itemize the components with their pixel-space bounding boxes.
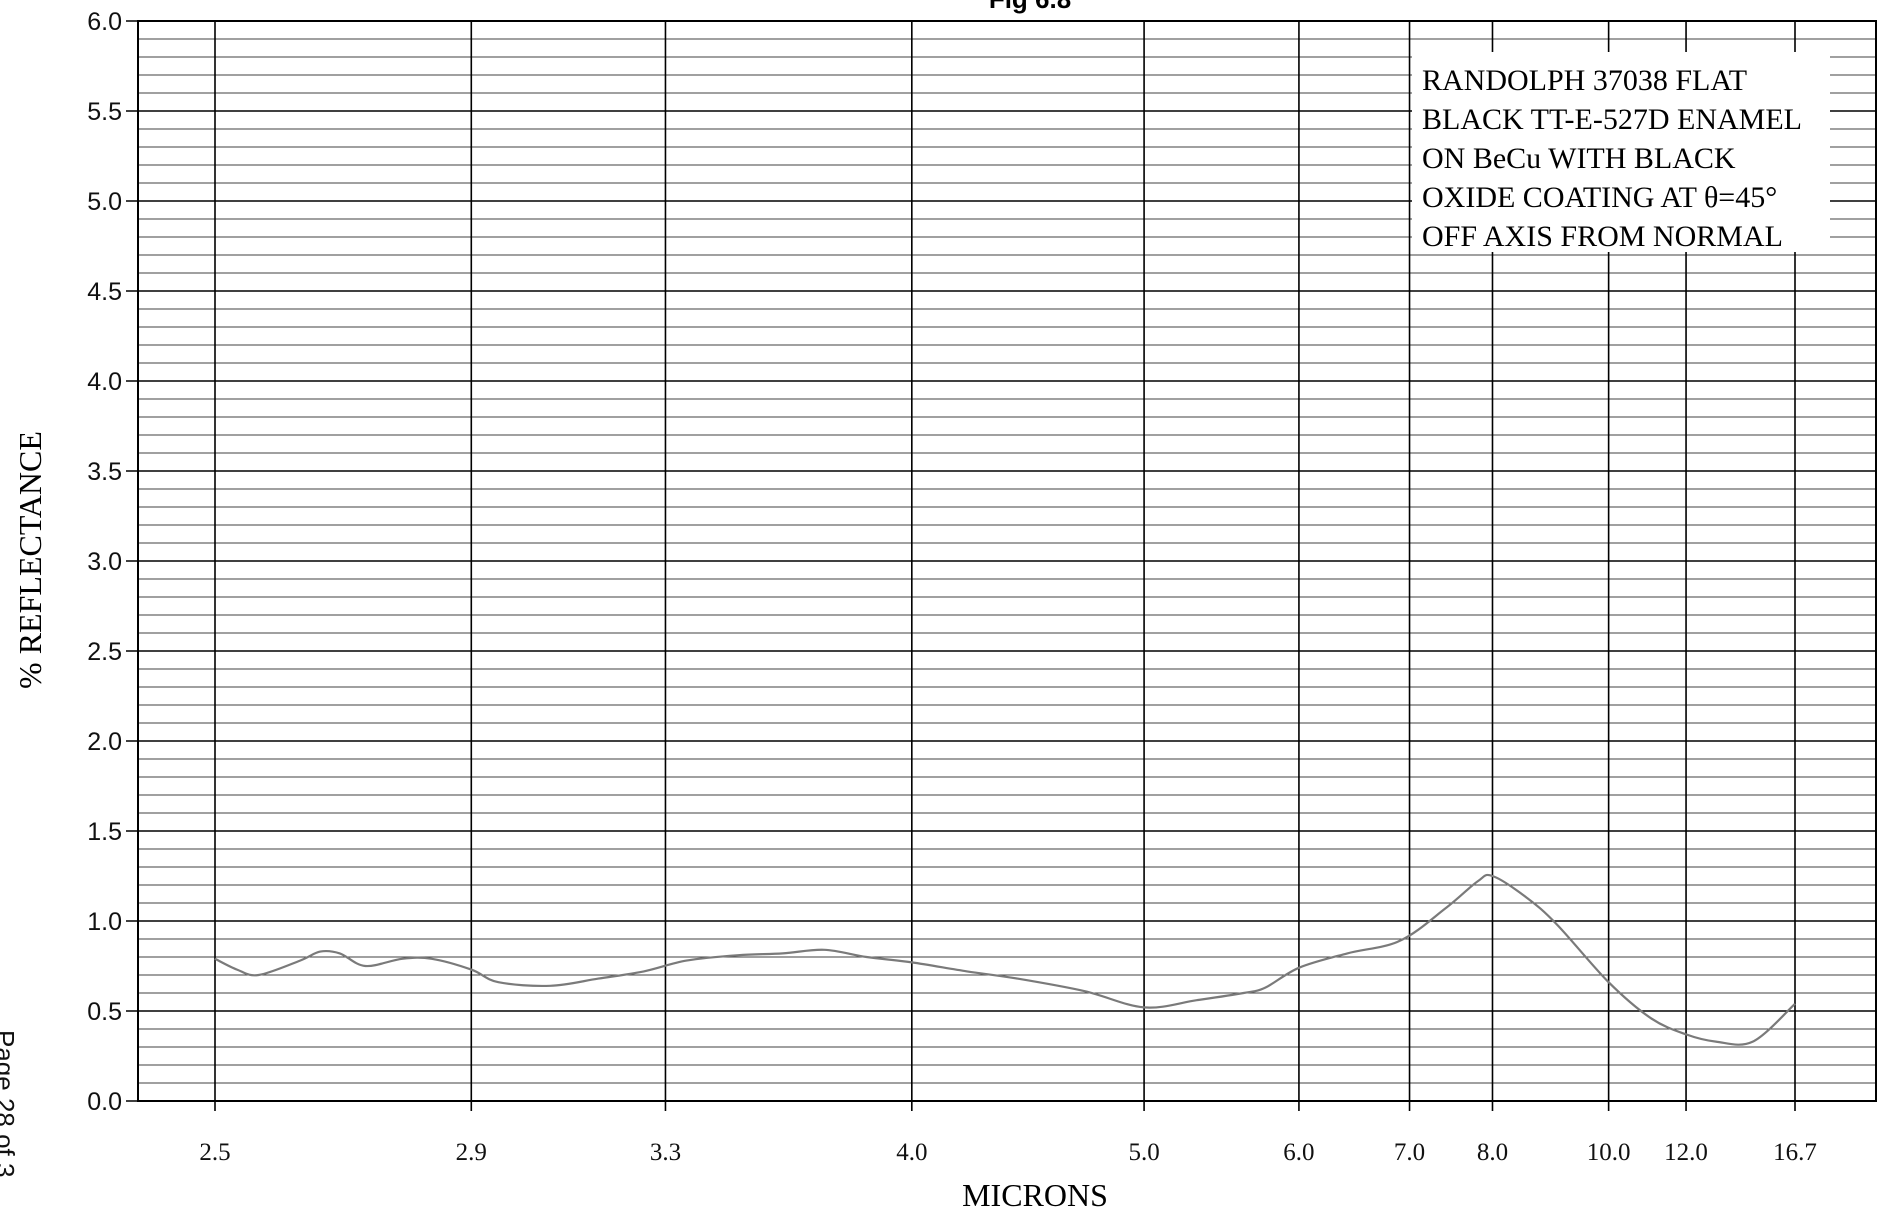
series-group <box>214 873 1796 1046</box>
y-tick-label: 2.5 <box>87 638 122 666</box>
x-tick-label: 2.9 <box>456 1139 487 1166</box>
x-tick-label: 10.0 <box>1587 1139 1631 1166</box>
y-tick-label: 0.5 <box>87 998 122 1026</box>
y-tick-label: 1.5 <box>87 818 122 846</box>
y-tick-label: 1.0 <box>87 908 122 936</box>
y-tick-label: 3.5 <box>87 458 122 486</box>
annotation-line: RANDOLPH 37038 FLAT <box>1422 64 1747 97</box>
plot-frame <box>137 20 1877 1102</box>
x-tick-label: 8.0 <box>1477 1139 1508 1166</box>
x-tick-label: 16.7 <box>1773 1139 1817 1166</box>
y-axis-title: % REFLECTANCE <box>12 431 48 689</box>
annotation-line: BLACK TT-E-527D ENAMEL <box>1422 103 1802 136</box>
y-tick-label: 0.0 <box>87 1088 122 1116</box>
y-tick-label: 5.0 <box>87 188 122 216</box>
annotation-line: ON BeCu WITH BLACK <box>1422 142 1736 175</box>
y-tick-label: 4.5 <box>87 278 122 306</box>
y-tick-label: 4.0 <box>87 368 122 396</box>
annotation-line: OFF AXIS FROM NORMAL <box>1422 220 1783 253</box>
annotation-box: RANDOLPH 37038 FLAT BLACK TT-E-527D ENAME… <box>1412 52 1830 253</box>
chart-title: Fig 6.8 <box>989 0 1071 14</box>
x-tick-label: 4.0 <box>896 1139 927 1166</box>
series-line <box>214 873 1796 1046</box>
page-label: Page 28 of 3 <box>0 1030 20 1177</box>
annotation-line: OXIDE COATING AT θ=45° <box>1422 181 1777 214</box>
x-tick-labels: 2.5 2.9 3.3 4.0 5.0 6.0 7.0 8.0 10.0 12.0 16.7 <box>199 1139 1817 1166</box>
y-tick-label: 2.0 <box>87 728 122 756</box>
x-tick-label: 6.0 <box>1283 1139 1314 1166</box>
y-tick-label: 6.0 <box>87 8 122 36</box>
x-axis-title: MICRONS <box>962 1177 1108 1211</box>
x-tick-label: 2.5 <box>199 1139 230 1166</box>
y-tick-label: 3.0 <box>87 548 122 576</box>
annotation-background <box>1412 52 1830 252</box>
x-tick-label: 5.0 <box>1128 1139 1159 1166</box>
x-tick-label: 3.3 <box>650 1139 681 1166</box>
x-tick-label: 7.0 <box>1394 1139 1425 1166</box>
x-tick-label: 12.0 <box>1664 1139 1708 1166</box>
y-tick-labels: 0.0 0.5 1.0 1.5 2.0 2.5 3.0 3.5 4.0 4.5 5.0 5.5 6.0 <box>87 8 122 1116</box>
y-tick-label: 5.5 <box>87 98 122 126</box>
